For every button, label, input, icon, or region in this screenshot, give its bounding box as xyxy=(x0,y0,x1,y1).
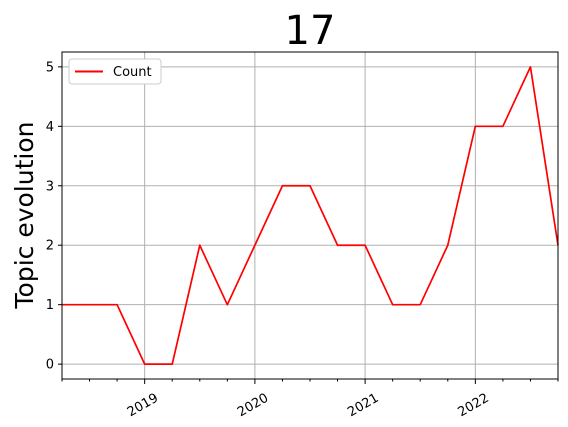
y-tick-label: 4 xyxy=(46,120,54,135)
ticks: 0 1 2 3 4 5 2019 2020 2021 2022 xyxy=(46,60,559,421)
chart-title: 17 xyxy=(285,8,336,54)
y-tick-label: 3 xyxy=(46,179,54,194)
y-tick-label: 0 xyxy=(46,358,54,373)
y-axis-label: Topic evolution xyxy=(10,122,39,310)
series-line-count xyxy=(62,66,559,365)
x-tick-label: 2022 xyxy=(456,391,492,421)
y-tick-label: 5 xyxy=(46,60,54,75)
legend-label-count: Count xyxy=(113,65,152,80)
legend-box xyxy=(68,58,162,85)
grid xyxy=(62,52,558,379)
series-layer xyxy=(61,66,559,365)
x-tick-label: 2021 xyxy=(345,391,381,421)
y-tick-label: 1 xyxy=(46,298,54,313)
x-tick-label: 2020 xyxy=(235,391,271,421)
y-tick-label: 2 xyxy=(46,239,54,254)
plot-frame xyxy=(61,51,559,380)
legend: Count xyxy=(68,58,162,85)
x-tick-label: 2019 xyxy=(125,391,161,421)
